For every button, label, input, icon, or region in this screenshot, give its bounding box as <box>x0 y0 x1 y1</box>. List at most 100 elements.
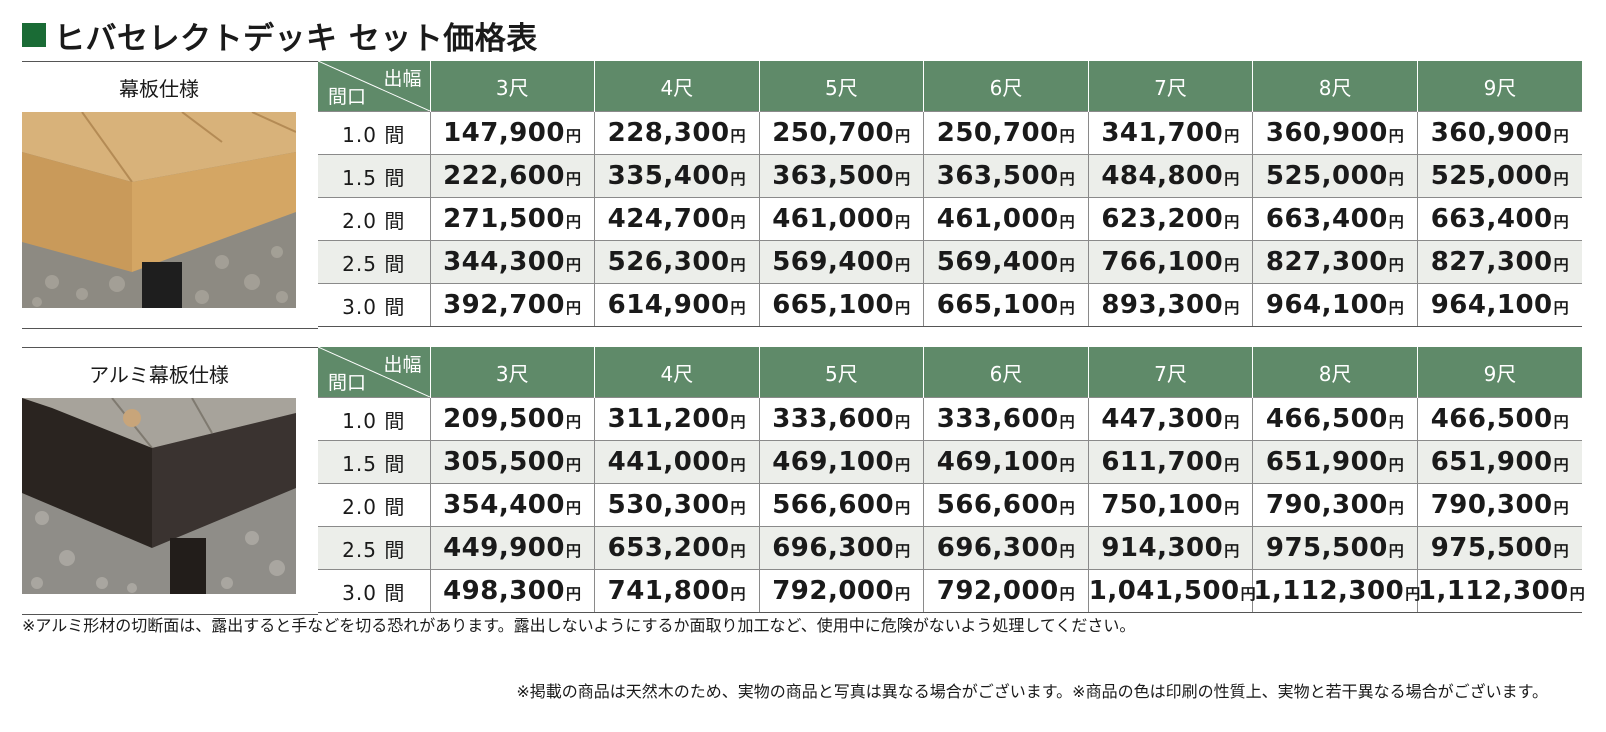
column-header: 9尺 <box>1416 347 1582 398</box>
price-value: 741,800 <box>607 576 730 606</box>
price-value: 333,600 <box>772 404 895 434</box>
price-rows: 1.0 間 147,900円 228,300円 250,700円 250,700円 341… <box>318 111 1582 327</box>
yen-unit: 円 <box>1388 170 1405 188</box>
page-title: ヒバセレクトデッキ セット価格表 <box>54 20 538 57</box>
yen-unit: 円 <box>1405 585 1421 603</box>
price-cell: 461,000円 <box>923 197 1089 241</box>
price-value: 665,100 <box>936 290 1059 320</box>
yen-unit: 円 <box>730 170 747 188</box>
price-cell: 228,300円 <box>594 111 760 155</box>
price-value: 1,112,300 <box>1417 576 1569 606</box>
price-value: 484,800 <box>1101 161 1224 191</box>
price-cell: 653,200円 <box>594 526 760 570</box>
price-value: 461,000 <box>772 204 895 234</box>
yen-unit: 円 <box>1059 299 1076 317</box>
price-cell: 360,900円 <box>1252 111 1418 155</box>
yen-unit: 円 <box>895 256 911 274</box>
yen-unit: 円 <box>1388 299 1405 317</box>
yen-unit: 円 <box>1059 213 1076 231</box>
price-cell: 525,000円 <box>1416 154 1582 198</box>
price-cell: 964,100円 <box>1252 283 1418 327</box>
yen-unit: 円 <box>565 170 582 188</box>
yen-unit: 円 <box>1388 213 1405 231</box>
price-cell: 498,300円 <box>429 569 595 613</box>
price-cell: 792,000円 <box>758 569 924 613</box>
column-header: 6尺 <box>923 61 1089 112</box>
yen-unit: 円 <box>730 413 747 431</box>
yen-unit: 円 <box>1059 542 1076 560</box>
price-rows: 1.0 間 209,500円 311,200円 333,600円 333,600円 447… <box>318 397 1585 613</box>
price-row: 1.0 間 209,500円 311,200円 333,600円 333,600円 447… <box>318 397 1582 441</box>
price-value: 447,300 <box>1101 404 1224 434</box>
price-value: 750,100 <box>1101 490 1224 520</box>
yen-unit: 円 <box>730 213 747 231</box>
price-value: 466,500 <box>1430 404 1553 434</box>
yen-unit: 円 <box>565 256 582 274</box>
corner-header: 出幅 間口 <box>318 347 430 398</box>
corner-label-frontage: 間口 <box>328 372 367 394</box>
price-value: 651,900 <box>1430 447 1553 477</box>
yen-unit: 円 <box>1388 413 1405 431</box>
price-cell: 424,700円 <box>594 197 760 241</box>
price-value: 530,300 <box>607 490 730 520</box>
yen-unit: 円 <box>895 127 911 145</box>
price-cell: 569,400円 <box>758 240 924 284</box>
section-aluminum-fascia: アルミ幕板仕様 <box>22 347 1585 615</box>
price-cell: 363,500円 <box>923 154 1089 198</box>
price-cell: 790,300円 <box>1416 483 1582 527</box>
yen-unit: 円 <box>1240 585 1257 603</box>
price-cell: 305,500円 <box>429 440 595 484</box>
price-value: 964,100 <box>1265 290 1388 320</box>
spec-label: アルミ幕板仕様 <box>89 362 229 387</box>
price-value: 498,300 <box>443 576 565 606</box>
price-value: 1,112,300 <box>1253 576 1405 606</box>
price-cell: 696,300円 <box>923 526 1089 570</box>
yen-unit: 円 <box>1224 542 1240 560</box>
yen-unit: 円 <box>730 499 747 517</box>
price-cell: 663,400円 <box>1416 197 1582 241</box>
wood-deck-photo <box>22 112 296 308</box>
price-value: 893,300 <box>1101 290 1224 320</box>
price-cell: 363,500円 <box>758 154 924 198</box>
row-header-frontage: 1.0 間 <box>318 397 430 441</box>
price-value: 469,100 <box>772 447 895 477</box>
row-header-frontage: 2.5 間 <box>318 240 430 284</box>
price-value: 975,500 <box>1265 533 1388 563</box>
yen-unit: 円 <box>895 585 911 603</box>
yen-unit: 円 <box>730 299 747 317</box>
price-cell: 566,600円 <box>923 483 1089 527</box>
yen-unit: 円 <box>1059 585 1076 603</box>
column-header: 5尺 <box>758 61 924 112</box>
price-cell: 975,500円 <box>1252 526 1418 570</box>
price-cell: 209,500円 <box>429 397 595 441</box>
price-cell: 975,500円 <box>1416 526 1582 570</box>
yen-unit: 円 <box>1388 499 1405 517</box>
price-value: 311,200 <box>607 404 730 434</box>
price-value: 360,900 <box>1265 118 1388 148</box>
price-value: 333,600 <box>936 404 1059 434</box>
yen-unit: 円 <box>895 456 911 474</box>
price-row: 2.5 間 344,300円 526,300円 569,400円 569,400円 766… <box>318 240 1582 284</box>
yen-unit: 円 <box>1388 456 1405 474</box>
price-cell: 792,000円 <box>923 569 1089 613</box>
price-value: 790,300 <box>1430 490 1553 520</box>
yen-unit: 円 <box>730 456 747 474</box>
price-cell: 827,300円 <box>1416 240 1582 284</box>
price-cell: 271,500円 <box>429 197 595 241</box>
price-cell: 525,000円 <box>1252 154 1418 198</box>
column-header: 8尺 <box>1252 61 1418 112</box>
price-value: 792,000 <box>936 576 1059 606</box>
price-value: 663,400 <box>1265 204 1388 234</box>
row-header-frontage: 1.5 間 <box>318 154 430 198</box>
price-row: 2.5 間 449,900円 653,200円 696,300円 696,300円 914… <box>318 526 1582 570</box>
price-cell: 250,700円 <box>758 111 924 155</box>
price-row: 1.5 間 222,600円 335,400円 363,500円 363,500円 484… <box>318 154 1582 198</box>
yen-unit: 円 <box>1553 170 1570 188</box>
price-value: 653,200 <box>607 533 730 563</box>
price-cell: 651,900円 <box>1416 440 1582 484</box>
column-header: 7尺 <box>1087 347 1253 398</box>
price-cell: 341,700円 <box>1087 111 1253 155</box>
yen-unit: 円 <box>565 585 582 603</box>
spec-label: 幕板仕様 <box>119 76 199 101</box>
price-value: 209,500 <box>443 404 565 434</box>
